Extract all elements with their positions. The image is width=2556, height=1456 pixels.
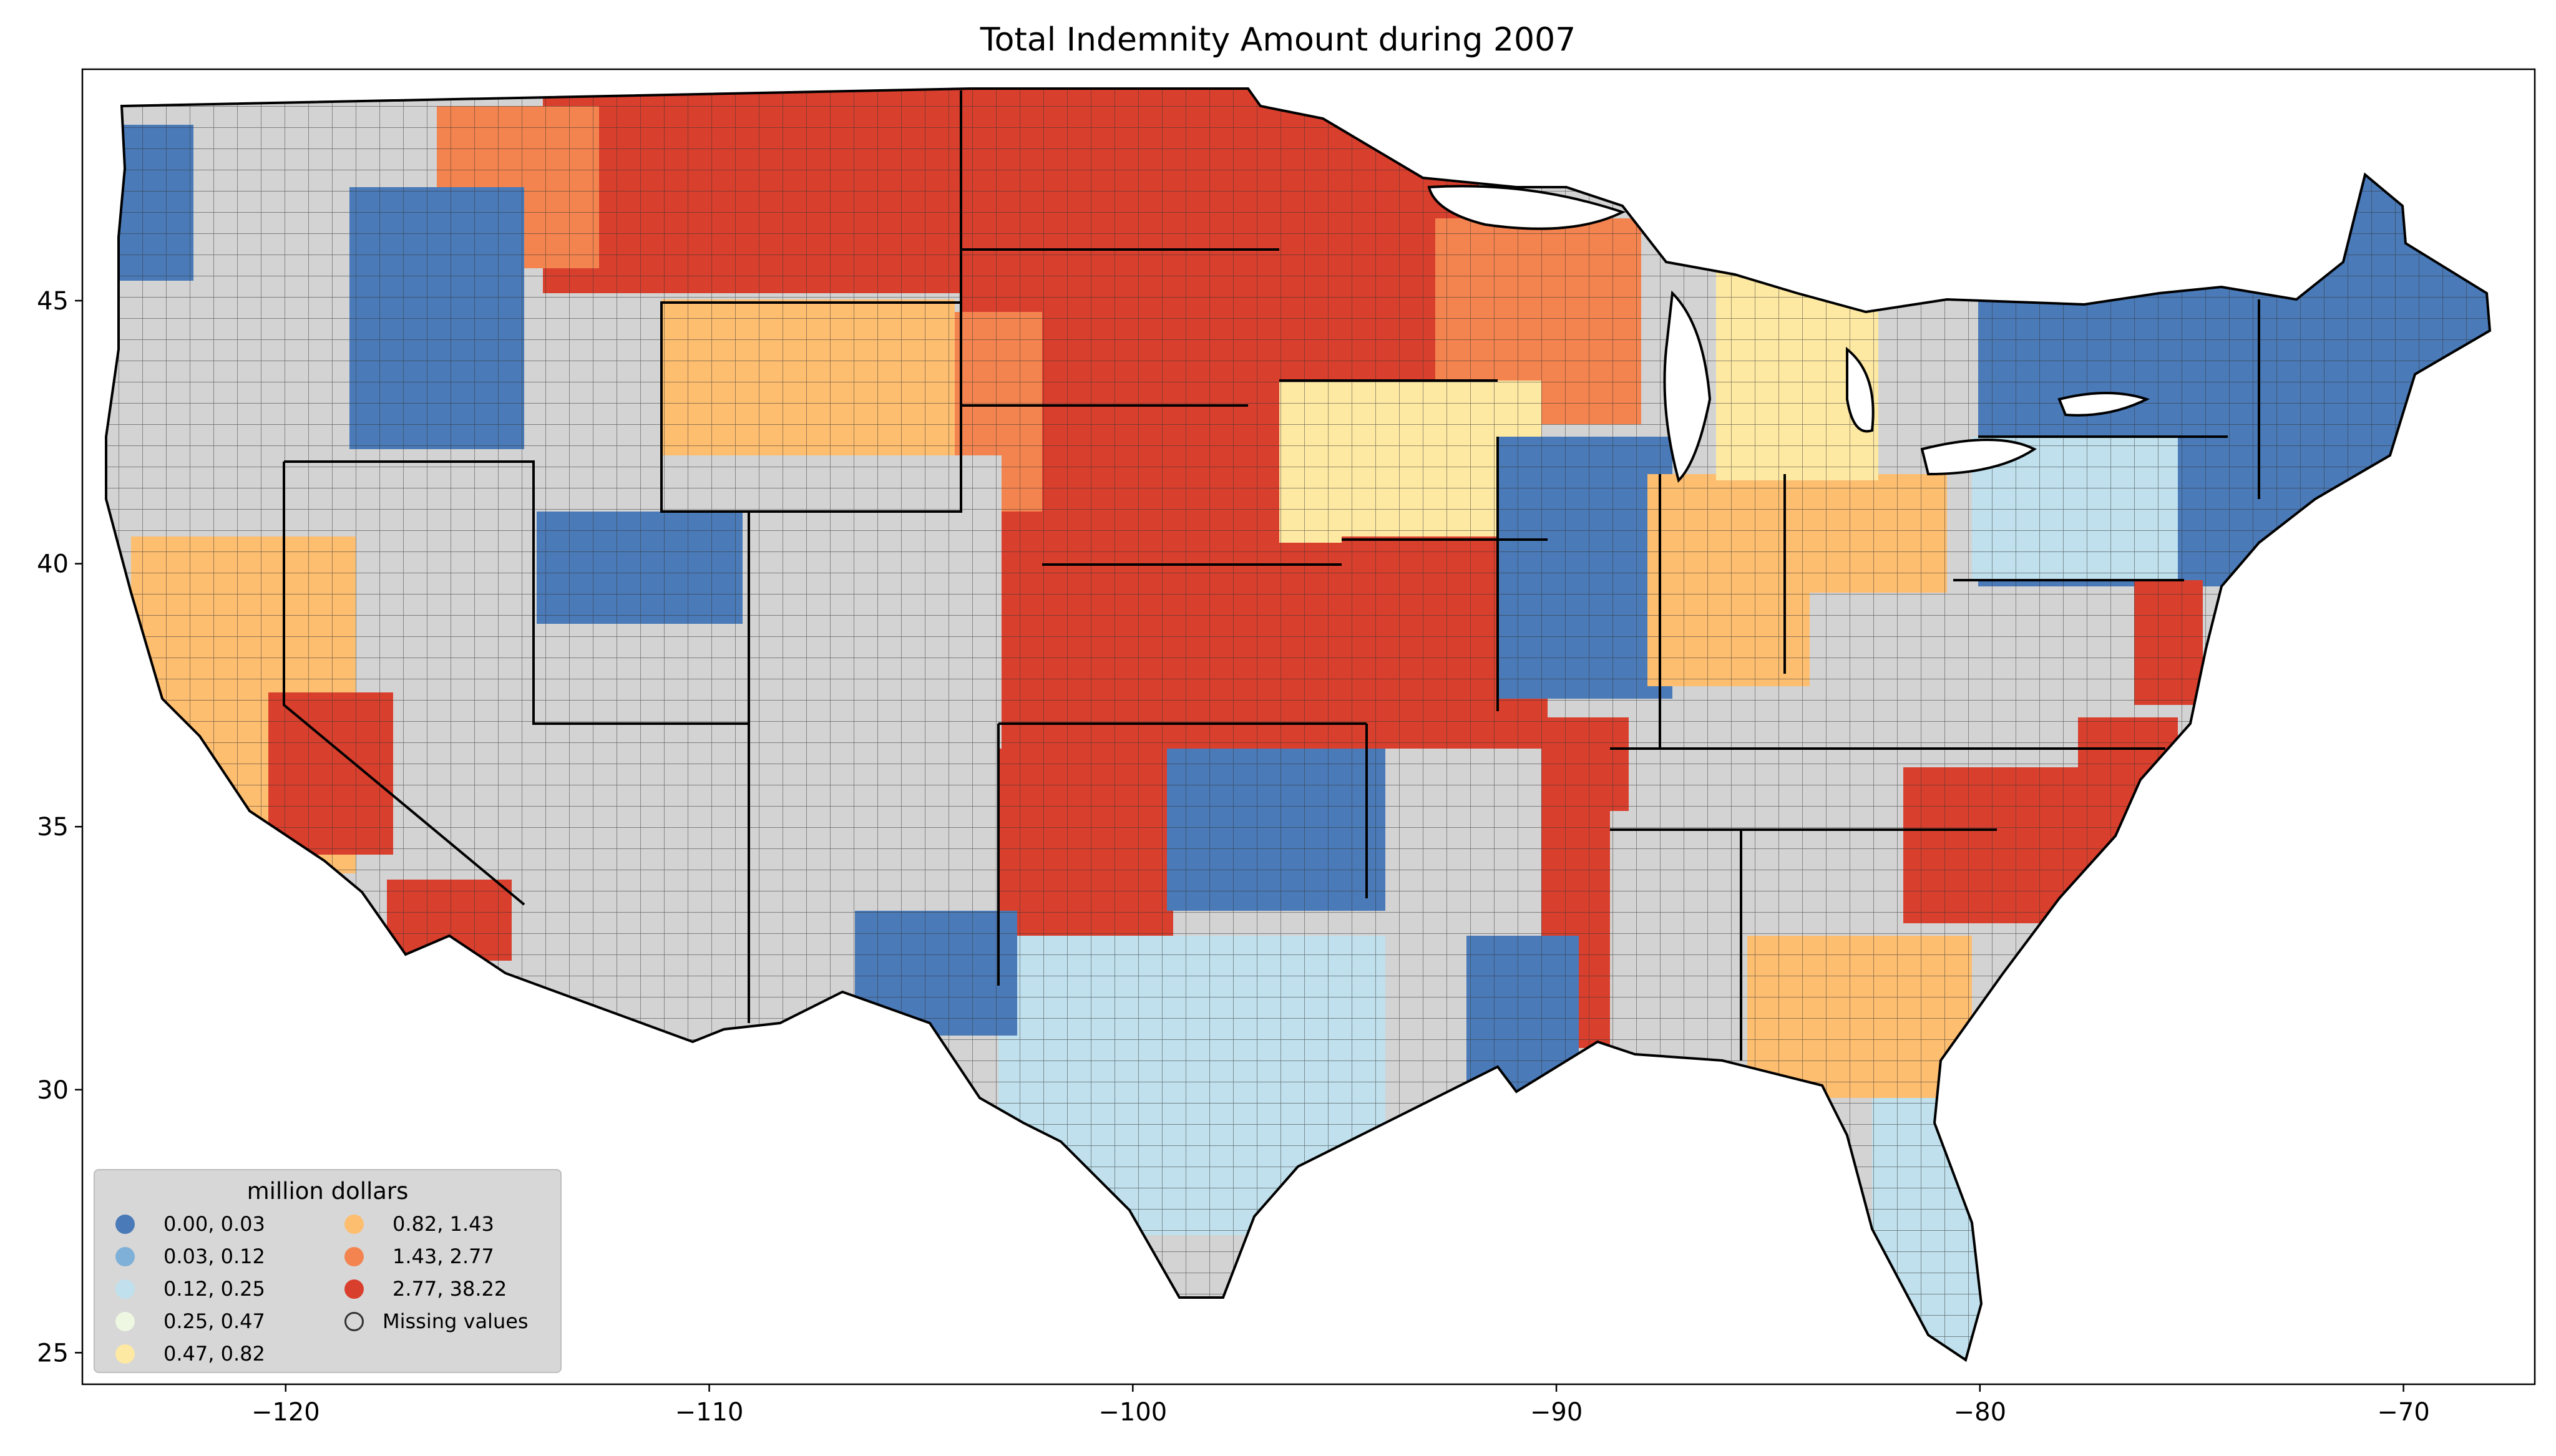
legend-swatch: [115, 1279, 135, 1299]
legend-item: 0.12, 0.25: [115, 1273, 265, 1305]
x-tick-label: −70: [2377, 1398, 2429, 1427]
x-tick-label: −120: [251, 1398, 320, 1427]
x-tick-label: −90: [1530, 1398, 1583, 1427]
legend-label: Missing values: [383, 1309, 529, 1333]
y-tick-label: 30: [37, 1076, 69, 1105]
legend-label: 0.12, 0.25: [163, 1277, 265, 1301]
legend-item: 0.00, 0.03: [115, 1208, 265, 1240]
legend-swatch: [344, 1311, 364, 1331]
legend-label: 0.47, 0.82: [163, 1342, 265, 1366]
x-tick-label: −80: [1954, 1398, 2006, 1427]
x-tick-label: −100: [1098, 1398, 1167, 1427]
legend-label: 0.82, 1.43: [393, 1212, 494, 1236]
y-tick-label: 45: [37, 287, 69, 316]
map-title: Total Indemnity Amount during 2007: [980, 21, 1576, 59]
state-boundaries: [283, 90, 2260, 1060]
legend-item: 2.77, 38.22: [344, 1273, 507, 1305]
legend-swatch: [115, 1311, 135, 1331]
legend-swatch: [115, 1214, 135, 1234]
legend-swatch: [115, 1246, 135, 1266]
legend-swatch: [115, 1344, 135, 1364]
legend-swatch: [344, 1214, 364, 1234]
y-axis: 45 40 35 30 25: [37, 287, 82, 1367]
legend-item: 1.43, 2.77: [344, 1240, 494, 1273]
legend-item: 0.25, 0.47: [115, 1305, 265, 1337]
legend-label: 0.03, 0.12: [163, 1245, 265, 1268]
legend-title: million dollars: [246, 1178, 409, 1205]
legend-label: 2.77, 38.22: [393, 1277, 507, 1301]
legend-label: 0.00, 0.03: [163, 1212, 265, 1236]
legend-swatch: [344, 1279, 364, 1299]
y-tick-label: 40: [37, 550, 69, 579]
legend-swatch: [344, 1246, 364, 1266]
great-lakes: [1427, 185, 2150, 483]
legend-label: 0.25, 0.47: [163, 1309, 265, 1333]
x-axis: −120 −110 −100 −90 −80 −70: [251, 1384, 2430, 1427]
y-tick-label: 25: [37, 1339, 69, 1367]
legend-item: 0.82, 1.43: [344, 1208, 494, 1240]
y-tick-label: 35: [37, 813, 69, 842]
legend: million dollars 0.00, 0.03 0.03, 0.12 0.12…: [94, 1169, 562, 1373]
legend-item: 0.03, 0.12: [115, 1240, 265, 1273]
x-tick-label: −110: [675, 1398, 744, 1427]
legend-item: 0.47, 0.82: [115, 1337, 265, 1370]
legend-label: 1.43, 2.77: [393, 1245, 494, 1268]
legend-item: Missing values: [344, 1305, 529, 1337]
